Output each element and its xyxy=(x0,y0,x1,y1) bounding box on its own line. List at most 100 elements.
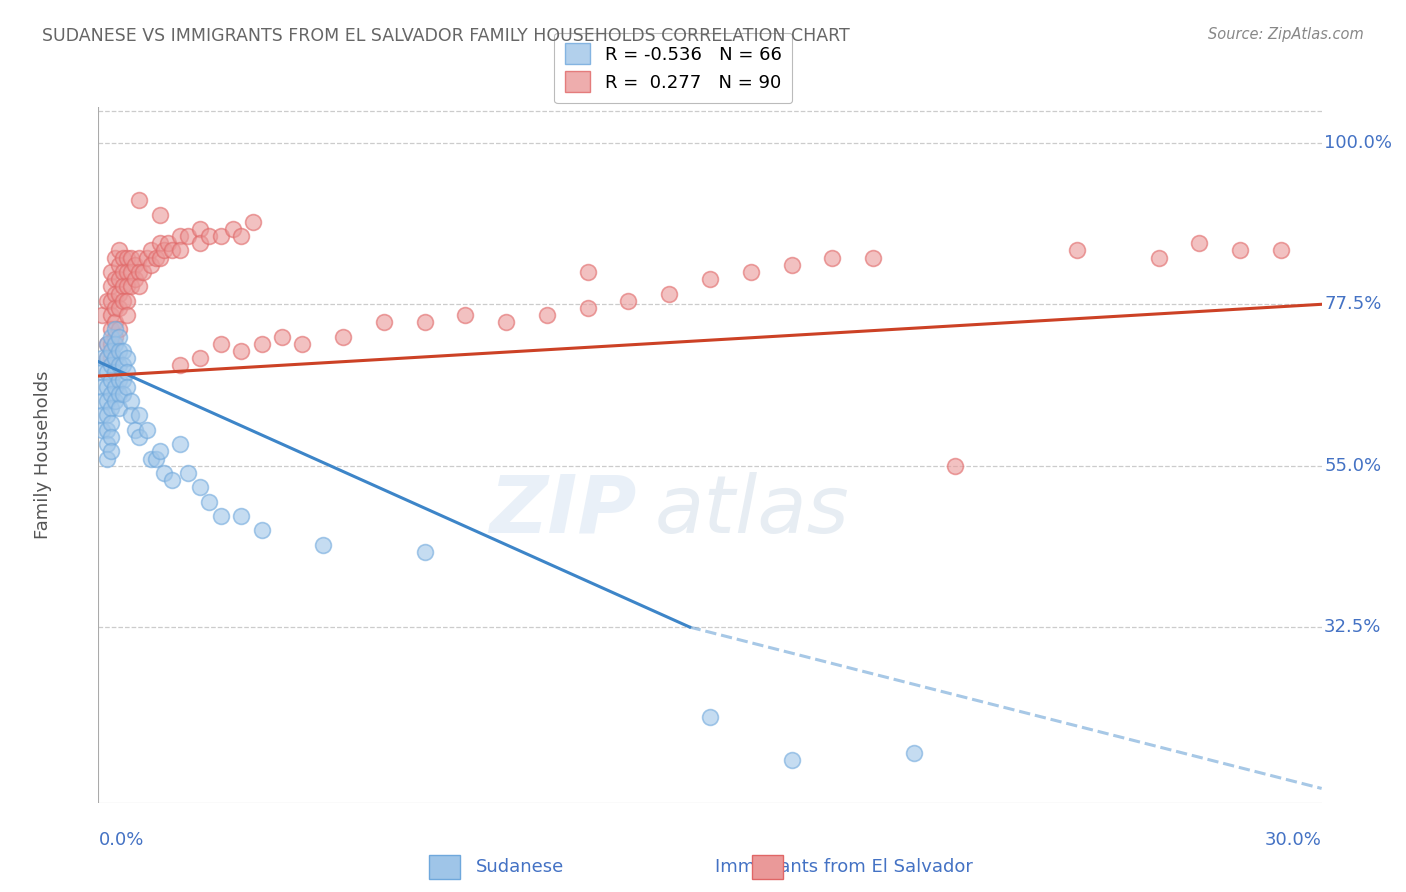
Point xyxy=(413,545,436,559)
Point xyxy=(270,329,294,343)
Point xyxy=(242,215,264,229)
Point xyxy=(231,229,253,244)
Point xyxy=(100,279,122,293)
Point xyxy=(96,336,118,351)
Point xyxy=(100,387,122,401)
Point xyxy=(108,258,131,272)
Point xyxy=(108,329,131,343)
Point xyxy=(108,322,131,336)
Point xyxy=(104,336,127,351)
Point xyxy=(96,423,118,437)
Point xyxy=(108,301,131,315)
Point xyxy=(222,222,245,236)
Point xyxy=(100,336,122,351)
Point xyxy=(115,265,138,279)
Point xyxy=(115,351,138,365)
Point xyxy=(108,373,131,387)
Text: 100.0%: 100.0% xyxy=(1324,134,1392,152)
Point xyxy=(332,329,354,343)
Point xyxy=(100,416,122,430)
Point xyxy=(209,229,232,244)
Text: ZIP: ZIP xyxy=(489,472,637,549)
Point xyxy=(111,279,134,293)
Point xyxy=(145,451,167,466)
Point xyxy=(111,358,134,372)
Point xyxy=(96,380,118,394)
Point xyxy=(96,437,118,451)
Point xyxy=(291,336,314,351)
Point xyxy=(128,409,150,423)
Point xyxy=(128,251,150,265)
Point xyxy=(169,358,191,372)
Point xyxy=(104,394,127,409)
Point xyxy=(188,236,212,251)
Text: 32.5%: 32.5% xyxy=(1324,618,1382,636)
Point xyxy=(1147,251,1170,265)
Point xyxy=(177,466,200,480)
Point xyxy=(111,343,134,358)
Point xyxy=(111,387,134,401)
Point xyxy=(124,258,146,272)
Point xyxy=(104,251,127,265)
Point xyxy=(188,222,212,236)
Point xyxy=(91,409,114,423)
Point xyxy=(100,322,122,336)
Point xyxy=(91,423,114,437)
Point xyxy=(111,265,134,279)
Point xyxy=(120,251,142,265)
Point xyxy=(149,208,172,222)
Text: 30.0%: 30.0% xyxy=(1265,830,1322,848)
Point xyxy=(91,308,114,322)
Point xyxy=(862,251,884,265)
Point xyxy=(104,286,127,301)
Point xyxy=(149,251,172,265)
Point xyxy=(104,301,127,315)
Point xyxy=(108,401,131,416)
Point xyxy=(156,236,179,251)
Text: SUDANESE VS IMMIGRANTS FROM EL SALVADOR FAMILY HOUSEHOLDS CORRELATION CHART: SUDANESE VS IMMIGRANTS FROM EL SALVADOR … xyxy=(42,27,851,45)
Point xyxy=(617,293,640,308)
Point xyxy=(495,315,517,329)
Point xyxy=(91,351,114,365)
Point xyxy=(115,251,138,265)
Point xyxy=(169,229,191,244)
Point xyxy=(1270,244,1292,258)
Point xyxy=(96,351,118,365)
Point xyxy=(96,293,118,308)
Point xyxy=(188,351,212,365)
Point xyxy=(96,351,118,365)
Point xyxy=(128,265,150,279)
Point xyxy=(100,444,122,458)
Point xyxy=(128,430,150,444)
Point xyxy=(96,409,118,423)
Point xyxy=(108,358,131,372)
Point xyxy=(250,523,273,537)
Point xyxy=(903,746,925,760)
Point xyxy=(108,272,131,286)
Point xyxy=(160,473,183,487)
Point xyxy=(104,329,127,343)
Point xyxy=(115,380,138,394)
Point xyxy=(104,351,127,365)
Point xyxy=(104,315,127,329)
Point xyxy=(91,366,114,380)
Point xyxy=(197,229,219,244)
Point xyxy=(169,437,191,451)
Point xyxy=(943,458,966,473)
Point xyxy=(104,322,127,336)
Point xyxy=(373,315,395,329)
Point xyxy=(149,444,172,458)
Point xyxy=(141,258,163,272)
Point xyxy=(104,366,127,380)
Text: 77.5%: 77.5% xyxy=(1324,295,1382,313)
Point xyxy=(136,423,159,437)
Point xyxy=(120,265,142,279)
Point xyxy=(145,251,167,265)
Point xyxy=(1066,244,1088,258)
Point xyxy=(96,394,118,409)
Text: 55.0%: 55.0% xyxy=(1324,457,1381,475)
Point xyxy=(177,229,200,244)
Point xyxy=(100,358,122,372)
Text: Family Households: Family Households xyxy=(34,371,52,539)
Point xyxy=(821,251,844,265)
